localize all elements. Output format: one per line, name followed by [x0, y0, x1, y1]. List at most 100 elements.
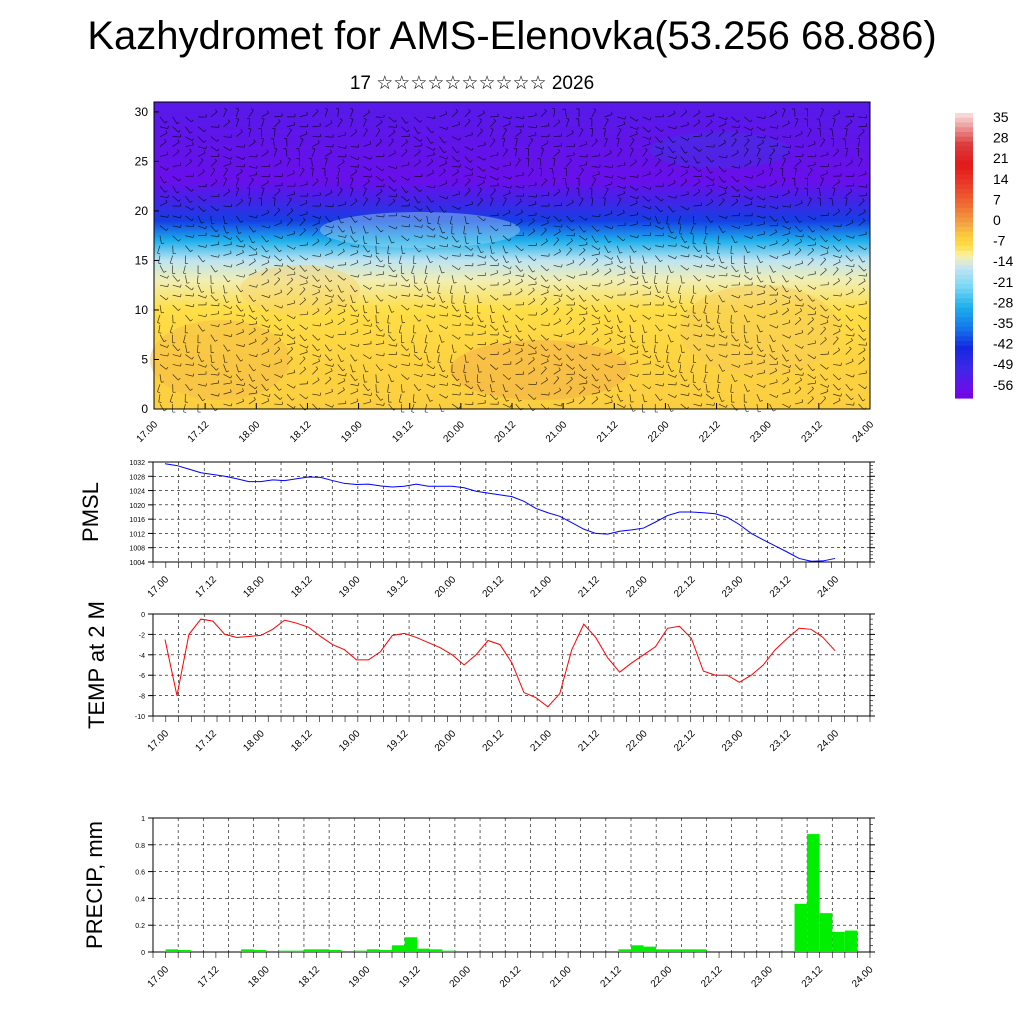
precip-x-tick-label: 23.12 — [800, 964, 826, 990]
field-anomaly — [680, 285, 840, 375]
wind-barb — [705, 324, 713, 331]
wind-barb — [363, 284, 371, 290]
wind-barb — [642, 126, 649, 133]
wind-barb — [655, 364, 663, 369]
colorbar-segment — [955, 331, 973, 337]
wind-barb — [248, 198, 252, 207]
wind-barb — [477, 119, 483, 127]
wind-barb — [375, 225, 382, 233]
wind-barb — [591, 155, 600, 157]
wind-barb — [223, 403, 232, 407]
wind-barb — [629, 235, 638, 239]
precip-bar — [693, 949, 707, 952]
wind-barb — [449, 215, 453, 224]
colorbar-label: -21 — [993, 274, 1013, 290]
wind-barb — [680, 314, 689, 318]
wind-barb — [756, 292, 765, 296]
wind-barb — [223, 252, 232, 256]
wind-barb — [248, 271, 257, 276]
wind-barb — [362, 111, 370, 118]
wind-barb — [845, 161, 853, 167]
wind-barb — [528, 203, 537, 207]
colorbar-segment — [955, 284, 973, 290]
wind-barb — [540, 334, 547, 341]
wind-barb — [350, 354, 356, 362]
wind-barb — [604, 255, 612, 260]
wind-barb — [756, 116, 765, 119]
wind-barb — [832, 269, 839, 276]
wind-barb — [375, 294, 382, 302]
wind-barb — [502, 265, 511, 270]
pmsl-y-tick-label: 1020 — [129, 503, 145, 510]
colorbar-segment — [955, 189, 973, 195]
wind-barb — [807, 235, 815, 241]
wind-barb — [629, 344, 638, 349]
wind-barb — [324, 391, 333, 395]
wind-barb — [782, 403, 790, 408]
wind-barb — [591, 294, 598, 302]
wind-barb — [388, 294, 397, 299]
wind-barb — [248, 314, 256, 320]
wind-barb — [312, 229, 319, 236]
colorbar-label: 35 — [993, 109, 1009, 125]
colorbar-segment — [955, 146, 973, 152]
wind-barb — [489, 294, 497, 301]
field-anomaly — [320, 212, 520, 248]
wind-barb — [553, 239, 560, 246]
wind-barb — [248, 118, 251, 127]
wind-barb — [667, 205, 674, 213]
wind-barb — [655, 136, 661, 143]
wind-barb — [718, 185, 727, 190]
temp-x-tick-label: 22.00 — [624, 728, 650, 754]
wind-barb — [731, 364, 740, 368]
wind-barb — [439, 195, 447, 200]
wind-barb — [629, 304, 638, 308]
wind-barb — [769, 393, 777, 398]
wind-barb — [223, 374, 231, 379]
wind-barb — [693, 275, 700, 282]
colorbar-segment — [955, 203, 973, 209]
wind-barb — [223, 322, 232, 326]
wind-barb — [578, 249, 586, 256]
wind-barb — [401, 175, 409, 181]
wind-barb — [845, 348, 852, 355]
wind-barb — [159, 154, 168, 157]
wind-barb — [350, 400, 359, 405]
wind-barb — [159, 195, 168, 199]
wind-barb — [451, 275, 455, 284]
wind-barb — [159, 215, 168, 218]
wind-barb — [566, 160, 572, 167]
colorbar-label: -35 — [993, 315, 1013, 331]
wind-barb — [286, 343, 295, 345]
wind-barb — [159, 132, 168, 137]
wind-barb — [375, 198, 381, 207]
wind-barb — [769, 231, 777, 237]
wind-barb — [401, 304, 408, 311]
wind-barb — [604, 235, 609, 243]
wind-barb — [653, 344, 656, 353]
wind-barb — [690, 294, 694, 303]
pmsl-x-tick-label: 22.12 — [672, 574, 698, 600]
wind-barb — [210, 255, 219, 258]
wind-barb — [553, 251, 561, 256]
wind-barb — [693, 314, 699, 322]
wind-barb — [502, 235, 510, 242]
wind-barb — [591, 245, 599, 251]
wind-barb — [655, 146, 663, 150]
wind-barb — [400, 245, 403, 254]
wind-barb — [223, 354, 226, 363]
wind-barb — [731, 176, 738, 183]
wind-barb — [717, 374, 720, 383]
wind-barb — [680, 146, 686, 154]
wind-barb — [528, 220, 535, 227]
temp-x-tick-label: 17.00 — [146, 728, 172, 754]
wind-barb — [401, 164, 410, 167]
wind-barb — [794, 215, 800, 223]
wind-barb — [337, 134, 346, 138]
precip-bar — [668, 949, 682, 952]
wind-barb — [782, 265, 790, 270]
wind-barb — [820, 294, 828, 301]
colorbar-segment — [955, 303, 973, 309]
wind-barb — [235, 285, 241, 293]
wind-barb — [451, 265, 459, 271]
